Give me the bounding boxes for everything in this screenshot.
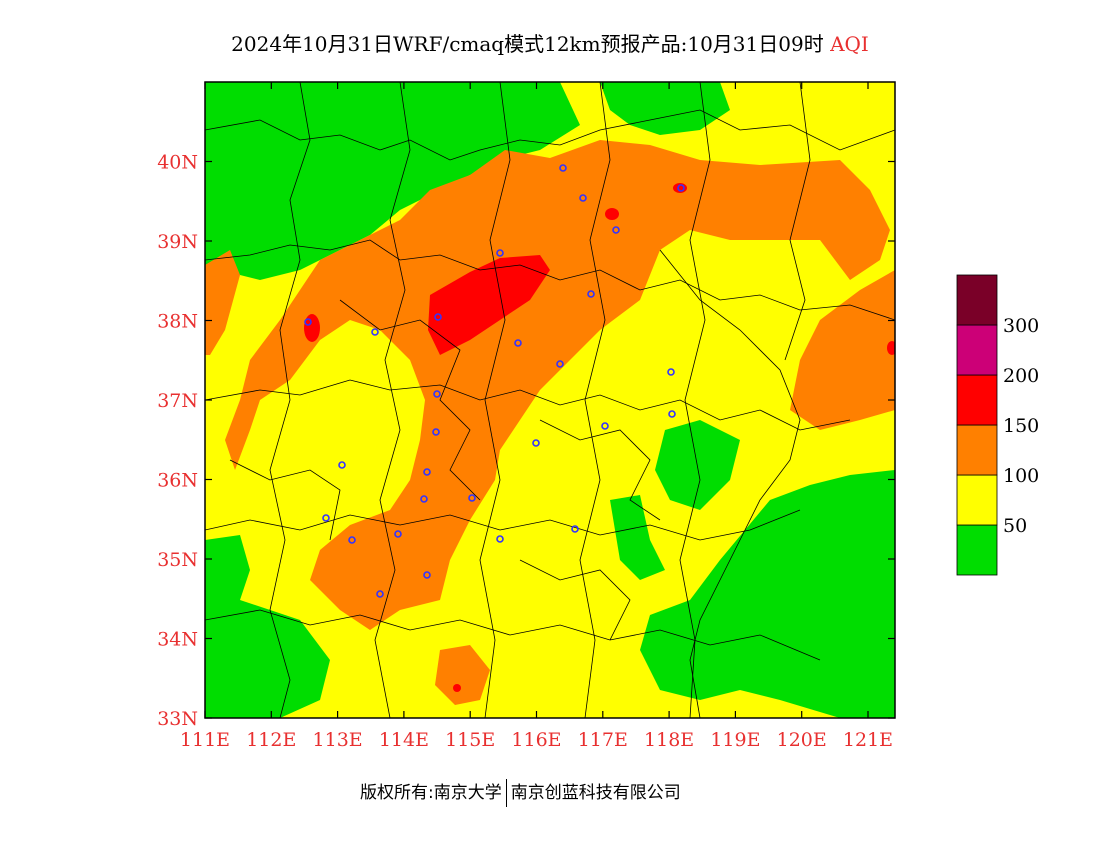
aqi-good-region-north — [600, 82, 730, 135]
station-marker — [601, 422, 609, 430]
legend-label: 150 — [1003, 415, 1039, 437]
station-marker — [371, 328, 379, 336]
station-marker — [532, 439, 540, 447]
lon-tick-label: 119E — [710, 729, 760, 751]
station-marker — [304, 318, 312, 326]
station-marker — [612, 226, 620, 234]
station-marker — [559, 164, 567, 172]
lat-tick-label: 35N — [157, 549, 198, 571]
aqi-good-region-coast — [610, 495, 665, 580]
admin-boundaries — [205, 82, 895, 718]
lon-tick-label: 116E — [511, 729, 561, 751]
aqi-good-region-northwest — [205, 82, 580, 280]
legend-swatch — [956, 474, 998, 526]
lat-tick-label: 37N — [157, 390, 198, 412]
legend-label: 200 — [1003, 365, 1039, 387]
station-marker — [571, 525, 579, 533]
station-marker — [322, 514, 330, 522]
lon-tick-label: 120E — [777, 729, 827, 751]
legend-swatch — [956, 424, 998, 476]
station-marker — [348, 536, 356, 544]
footer-separator — [505, 779, 507, 807]
title-main: 2024年10月31日WRF/cmaq模式12km预报产品:10月31日09时 — [231, 32, 824, 56]
aqi-legend: 50 100 150 200 300 — [956, 274, 1039, 576]
aqi-field — [205, 82, 895, 718]
legend-swatch — [956, 374, 998, 426]
lat-tick-label: 33N — [157, 708, 198, 730]
station-marker — [587, 290, 595, 298]
station-marker — [667, 368, 675, 376]
station-marker — [468, 494, 476, 502]
lon-tick-label: 114E — [379, 729, 429, 751]
lon-tick-label: 115E — [445, 729, 495, 751]
title-variable: AQI — [830, 32, 869, 56]
aqi-usg-region-west — [205, 250, 240, 355]
aqi-good-region-southwest — [205, 535, 330, 718]
lon-tick-label: 117E — [578, 729, 628, 751]
station-marker — [579, 194, 587, 202]
lat-tick-label: 38N — [157, 311, 198, 333]
station-marker — [496, 535, 504, 543]
copyright-footer: 版权所有:南京大学 南京创蓝科技有限公司 — [360, 778, 681, 807]
aqi-usg-region-central — [225, 140, 890, 630]
latitude-axis: 33N 34N 35N 36N 37N 38N 39N 40N — [157, 152, 895, 730]
legend-swatch — [956, 524, 998, 576]
station-marker — [432, 428, 440, 436]
lon-tick-label: 118E — [644, 729, 694, 751]
aqi-unhealthy-core-west — [304, 314, 320, 342]
aqi-unhealthy-core-east — [887, 341, 895, 355]
station-marker — [514, 339, 522, 347]
copyright-company: 南京创蓝科技有限公司 — [510, 783, 681, 803]
station-marker — [423, 468, 431, 476]
station-marker — [420, 495, 428, 503]
longitude-axis: 111E 112E 113E 114E 115E 116E 117E 118E 119E 120E… — [180, 82, 893, 751]
lat-tick-label: 39N — [157, 231, 198, 253]
copyright-owner: 版权所有:南京大学 — [360, 783, 502, 803]
lon-tick-label: 111E — [180, 729, 230, 751]
aqi-usg-region-east — [790, 270, 895, 430]
station-marker — [433, 390, 441, 398]
monitoring-stations — [304, 164, 685, 598]
station-marker — [668, 410, 676, 418]
aqi-unhealthy-core-north1 — [605, 208, 619, 220]
station-marker — [677, 184, 685, 192]
lat-tick-label: 40N — [157, 152, 198, 174]
station-marker — [394, 530, 402, 538]
station-marker — [556, 360, 564, 368]
station-marker — [376, 590, 384, 598]
legend-label: 50 — [1003, 515, 1027, 537]
legend-label: 300 — [1003, 315, 1039, 337]
lat-tick-label: 36N — [157, 470, 198, 492]
station-marker — [423, 571, 431, 579]
aqi-usg-region-south — [435, 645, 490, 705]
lon-tick-label: 121E — [843, 729, 893, 751]
map-title: 2024年10月31日WRF/cmaq模式12km预报产品:10月31日09时 … — [0, 28, 1100, 57]
lat-tick-label: 34N — [157, 629, 198, 651]
legend-swatch — [956, 324, 998, 376]
station-marker — [434, 313, 442, 321]
lon-tick-label: 112E — [246, 729, 296, 751]
aqi-unhealthy-core-south — [453, 684, 461, 692]
lon-tick-label: 113E — [313, 729, 363, 751]
legend-label: 100 — [1003, 465, 1039, 487]
legend-swatch — [956, 274, 998, 326]
station-marker — [496, 249, 504, 257]
aqi-good-region-east — [640, 470, 895, 718]
station-marker — [338, 461, 346, 469]
aqi-unhealthy-core-central — [428, 255, 550, 355]
